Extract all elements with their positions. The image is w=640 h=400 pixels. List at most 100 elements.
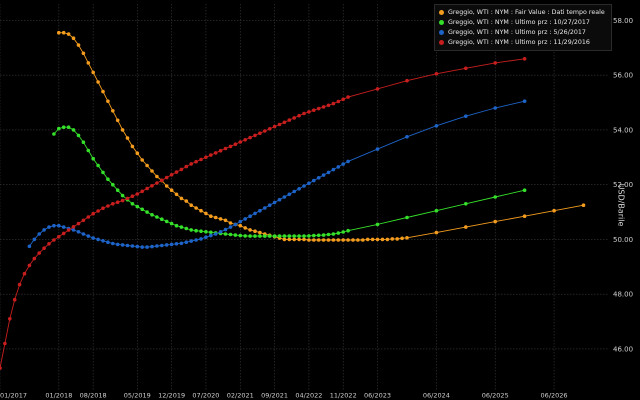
data-point: [238, 219, 243, 224]
legend: Greggio, WTI : NYM : Fair Value : Dati t…: [434, 4, 612, 51]
data-point: [248, 228, 252, 232]
data-point: [336, 231, 341, 235]
data-point: [464, 66, 468, 71]
data-point: [174, 192, 179, 197]
data-point: [326, 238, 331, 242]
data-point: [297, 234, 301, 238]
data-point: [375, 147, 380, 151]
y-tick-label: 46.00: [613, 345, 633, 353]
data-point: [297, 187, 301, 191]
data-point: [277, 122, 282, 127]
data-point: [66, 32, 71, 36]
data-point: [223, 232, 228, 236]
data-point: [238, 140, 243, 144]
data-point: [179, 241, 184, 246]
data-point: [434, 72, 439, 76]
data-point: [57, 223, 61, 228]
data-point: [194, 206, 198, 210]
data-point: [336, 99, 341, 104]
data-point: [493, 61, 498, 65]
data-point: [184, 199, 189, 203]
data-point: [71, 128, 76, 132]
data-point: [292, 116, 297, 120]
data-point: [194, 159, 198, 164]
x-tick-label: 09/2021: [261, 392, 288, 400]
data-point: [351, 238, 355, 242]
data-point: [101, 206, 105, 210]
legend-marker: [439, 39, 444, 45]
data-point: [204, 211, 208, 216]
data-point: [111, 241, 115, 246]
data-point: [111, 202, 115, 206]
data-point: [160, 243, 164, 248]
legend-label: Greggio, WTI : NYM : Ultimo prz : 10/27/…: [448, 18, 590, 26]
data-point: [57, 126, 61, 131]
data-point: [248, 234, 252, 238]
data-point: [96, 237, 100, 242]
data-point: [243, 217, 247, 221]
data-point: [238, 233, 243, 238]
data-point: [91, 211, 95, 216]
data-point: [150, 244, 154, 249]
data-point: [341, 238, 346, 242]
data-point: [76, 43, 81, 47]
data-point: [199, 237, 203, 241]
data-point: [169, 221, 174, 226]
data-point: [130, 194, 135, 198]
data-point: [164, 243, 169, 247]
x-tick-label: 11/2022: [330, 392, 357, 400]
data-point: [464, 225, 468, 229]
legend-item: Greggio, WTI : NYM : Ultimo prz : 11/29/…: [439, 37, 607, 47]
data-point: [57, 234, 61, 239]
data-point: [341, 97, 346, 102]
y-axis-label: USD/Barile: [616, 183, 626, 227]
data-point: [150, 213, 154, 217]
data-point: [140, 189, 144, 194]
data-point: [282, 195, 287, 199]
data-point: [57, 30, 61, 35]
data-point: [287, 234, 292, 238]
data-point: [213, 151, 218, 155]
data-point: [135, 192, 140, 196]
series-line: [0, 58, 525, 369]
data-point: [81, 218, 86, 223]
data-point: [81, 140, 86, 144]
data-point: [331, 167, 336, 172]
data-point: [91, 70, 95, 75]
x-tick-label: 07/2020: [192, 392, 219, 400]
data-point: [150, 184, 154, 188]
data-point: [106, 99, 110, 103]
data-point: [209, 233, 213, 238]
legend-label: Greggio, WTI : NYM : Fair Value : Dati t…: [448, 8, 605, 16]
data-point: [3, 341, 7, 346]
data-point: [179, 196, 184, 201]
data-point: [17, 282, 22, 287]
data-point: [135, 151, 140, 155]
data-point: [120, 198, 125, 203]
data-point: [101, 89, 105, 94]
data-point: [125, 243, 130, 248]
data-point: [115, 242, 120, 247]
data-point: [272, 200, 277, 205]
data-point: [263, 206, 267, 210]
series-line: [53, 126, 525, 237]
data-point: [316, 233, 321, 238]
data-point: [263, 129, 267, 133]
data-point: [434, 124, 439, 128]
data-point: [287, 237, 292, 242]
x-tick-label: 01/2017: [0, 392, 27, 400]
data-point: [52, 223, 56, 228]
data-point: [96, 80, 100, 84]
data-point: [184, 164, 189, 169]
y-tick-label: 50.00: [613, 236, 633, 244]
legend-label: Greggio, WTI : NYM : Ultimo prz : 5/26/2…: [448, 28, 586, 36]
data-point: [174, 170, 179, 174]
data-point: [86, 215, 91, 219]
y-tick-label: 58.00: [613, 17, 633, 25]
data-point: [312, 238, 316, 242]
data-point: [155, 181, 159, 185]
legend-marker: [439, 9, 444, 15]
data-point: [282, 237, 287, 242]
data-point: [258, 230, 262, 235]
data-point: [243, 234, 247, 238]
